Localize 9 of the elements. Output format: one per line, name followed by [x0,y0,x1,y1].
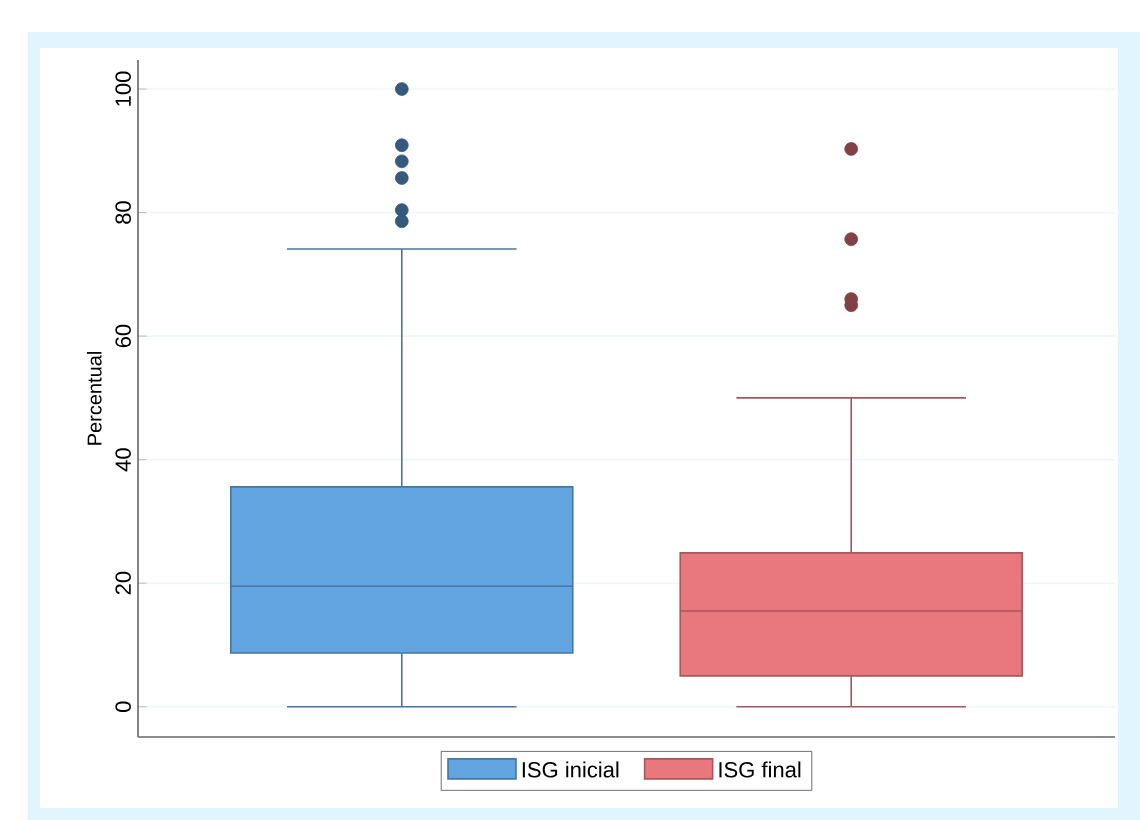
legend-label: ISG inicial [522,761,619,778]
y-tick-label: 20 [115,571,131,595]
y-tick-label: 0 [115,701,131,712]
y-axis-title: Percentual [86,352,102,445]
legend-label: ISG final [719,761,801,778]
y-tick-label: 100 [115,71,131,106]
y-tick-label: 80 [115,201,131,224]
y-tick-label: 60 [115,324,131,348]
y-tick-label: 40 [115,448,131,472]
